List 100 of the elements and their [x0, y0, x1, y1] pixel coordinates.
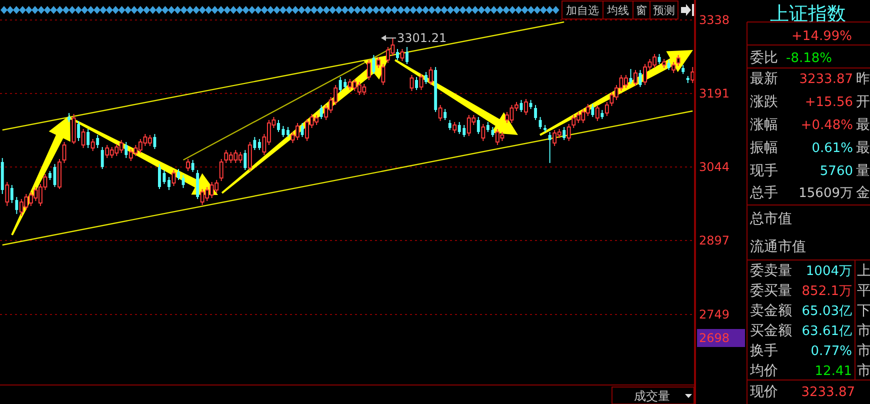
text: 5760 [820, 164, 853, 179]
candlestick [191, 160, 194, 172]
candlestick [62, 142, 66, 164]
candlestick [153, 134, 156, 150]
candlestick [591, 104, 594, 118]
text: +0.48% [800, 118, 853, 133]
candlestick [566, 124, 571, 142]
candlestick [634, 70, 638, 86]
text: 开 [856, 94, 870, 110]
candlestick [96, 134, 100, 148]
candlestick [253, 136, 256, 150]
annotation: 加自选 [566, 4, 599, 17]
candlestick [400, 48, 404, 62]
text: 换手 [750, 343, 778, 359]
text: 总手 [749, 185, 778, 201]
candlestick [320, 104, 323, 120]
text: 上证指数 [770, 3, 846, 25]
text: 15609万 [798, 186, 853, 201]
text: 65.03亿 [802, 304, 852, 319]
text: 金 [856, 185, 870, 201]
text: 买金额 [750, 323, 792, 339]
y-tick-label: 2749 [699, 308, 730, 322]
candlestick [90, 138, 95, 152]
text: 量 [856, 163, 870, 179]
text: 流通市值 [750, 239, 806, 255]
text: 3233.87 [799, 72, 853, 87]
candlestick [604, 102, 609, 116]
text: 委买量 [750, 283, 792, 299]
candlestick [562, 126, 566, 140]
candlestick [186, 158, 190, 172]
candlestick [196, 170, 200, 200]
candlestick [372, 54, 376, 74]
candlestick [538, 116, 542, 130]
text: -8.18% [786, 51, 832, 66]
text: 涨跌 [750, 94, 778, 110]
text: 2698 [699, 331, 730, 346]
text: 涨幅 [750, 117, 778, 133]
text: 成交量 [634, 389, 670, 403]
candlestick [428, 66, 433, 86]
candlestick [491, 126, 494, 138]
candlestick [168, 176, 170, 190]
y-tick-label: 3191 [699, 86, 730, 101]
candlestick [158, 164, 161, 190]
text: +14.99% [792, 29, 852, 44]
annotation: 窗 [636, 4, 647, 17]
annotation: 3301.21 [397, 31, 447, 45]
annotation: 均线 [606, 4, 629, 17]
candlestick [448, 120, 452, 130]
candlestick [486, 122, 490, 132]
candlestick [81, 128, 86, 148]
candlestick [244, 150, 247, 170]
candlestick [415, 76, 418, 90]
candlestick [690, 66, 695, 84]
candlestick [396, 48, 399, 60]
candlestick [676, 54, 680, 66]
candlestick [406, 46, 408, 64]
text: 振幅 [750, 140, 778, 156]
text: 0.61% [812, 141, 853, 156]
candlestick [5, 182, 10, 206]
candlestick [248, 142, 252, 172]
candlestick [476, 116, 480, 134]
text: +15.56 [804, 95, 853, 110]
candlestick [481, 124, 486, 142]
y-tick-label: 3044 [699, 160, 730, 174]
candlestick [86, 128, 90, 148]
y-tick-label: 2897 [699, 234, 730, 248]
candlestick [452, 122, 457, 134]
candlestick [381, 64, 386, 86]
candlestick [219, 158, 224, 182]
text: 1004万 [806, 264, 852, 279]
candlestick [77, 120, 80, 142]
candlestick [300, 122, 304, 138]
candlestick [672, 62, 676, 74]
candlestick [72, 114, 76, 144]
candlestick [534, 104, 538, 120]
text: 总市值 [749, 211, 792, 227]
candlestick [667, 60, 670, 70]
text: 最 [856, 117, 870, 133]
annotation: 预测 [653, 4, 675, 17]
text: 卖金额 [750, 303, 792, 319]
text: 现价 [750, 384, 778, 400]
text: 现手 [750, 163, 778, 179]
text: 12.41 [814, 364, 852, 379]
text: 均价 [749, 363, 778, 379]
text: 63.61亿 [802, 324, 852, 339]
candlestick [438, 104, 442, 122]
candlestick [419, 74, 424, 90]
text: 委比 [750, 50, 778, 66]
text: 昨 [856, 71, 870, 87]
candlestick [658, 54, 661, 64]
candlestick [100, 146, 104, 170]
candlestick [277, 120, 280, 132]
candlestick [15, 196, 18, 214]
candlestick [172, 170, 176, 186]
text: 0.77% [810, 344, 852, 359]
candlestick [177, 168, 180, 180]
text: 3233.87 [801, 385, 855, 400]
candlestick [548, 132, 552, 164]
candlestick [258, 138, 261, 150]
candlestick [366, 60, 371, 80]
